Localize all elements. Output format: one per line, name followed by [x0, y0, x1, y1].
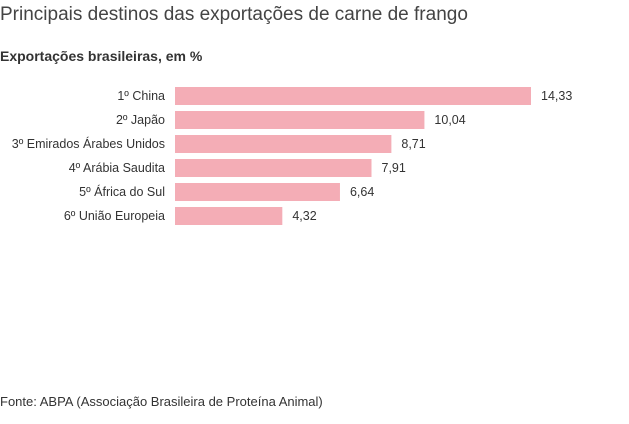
bar [175, 87, 531, 105]
bar [175, 135, 392, 153]
category-label: 6º União Europeia [64, 209, 165, 223]
value-label: 8,71 [401, 137, 425, 151]
bar [175, 207, 283, 225]
category-label: 4º Arábia Saudita [69, 161, 165, 175]
value-label: 4,32 [292, 209, 316, 223]
value-label: 7,91 [382, 161, 406, 175]
value-label: 14,33 [541, 89, 572, 103]
bar [175, 159, 372, 177]
category-label: 2º Japão [116, 113, 165, 127]
category-label: 5º África do Sul [79, 184, 165, 199]
category-label: 3º Emirados Árabes Unidos [12, 136, 165, 151]
source-note: Fonte: ABPA (Associação Brasileira de Pr… [0, 394, 323, 409]
chart-subtitle: Exportações brasileiras, em % [0, 48, 203, 64]
value-label: 10,04 [434, 113, 465, 127]
bar [175, 183, 340, 201]
bar [175, 111, 425, 129]
chart-title: Principais destinos das exportações de c… [0, 4, 468, 25]
value-label: 6,64 [350, 185, 374, 199]
bar-chart: 1º China 14,33 2º Japão 10,04 3º Emirados Ár… [12, 87, 572, 225]
category-label: 1º China [117, 89, 165, 103]
